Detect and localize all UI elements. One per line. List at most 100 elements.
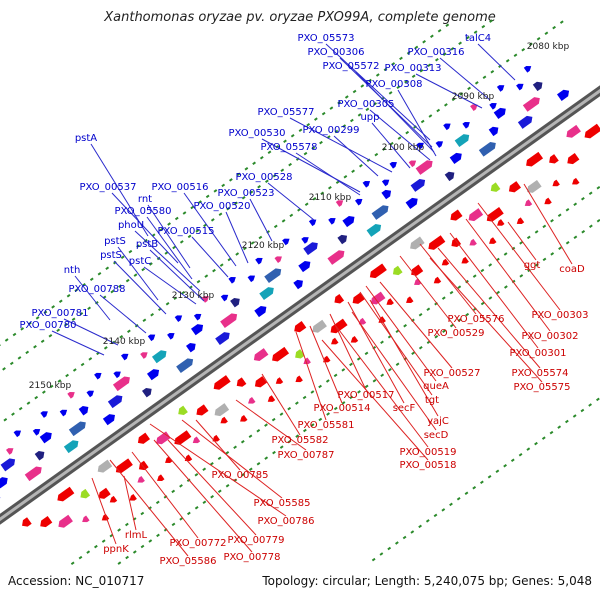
- tick-dot: [504, 285, 508, 289]
- forward-gene: [102, 414, 115, 426]
- forward-gene: [201, 296, 209, 303]
- upper-gene-leader: [111, 192, 179, 264]
- tick-dot: [182, 211, 187, 215]
- forward-gene-shape: [298, 260, 311, 273]
- tick-dot: [273, 224, 278, 229]
- upper-gene-leader: [99, 294, 147, 334]
- tick-dot: [71, 317, 76, 321]
- forward-gene: [493, 107, 506, 120]
- tick-dot: [519, 241, 523, 245]
- reverse-gene: [584, 123, 600, 139]
- forward-gene-shape: [121, 353, 129, 361]
- lower-gene-leader: [369, 299, 439, 417]
- upper-gene-label: PXO_00516: [152, 182, 209, 193]
- tick-dot: [341, 401, 346, 405]
- forward-gene-shape: [462, 122, 470, 129]
- forward-gene: [337, 234, 348, 245]
- reverse-gene-shape: [97, 459, 113, 473]
- forward-gene-shape: [190, 324, 204, 336]
- tick-dot: [244, 167, 249, 171]
- tick-dot: [503, 252, 508, 256]
- tick-dot: [373, 102, 377, 106]
- lower-gene-leader: [261, 373, 301, 436]
- tick-dot: [402, 535, 407, 540]
- forward-gene-shape: [449, 152, 462, 165]
- reverse-gene-shape: [196, 404, 209, 416]
- forward-gene: [176, 358, 194, 373]
- tick-dot: [481, 24, 486, 29]
- tick-dot: [405, 130, 410, 135]
- forward-gene: [355, 198, 363, 206]
- reverse-gene-shape: [178, 405, 188, 416]
- reverse-gene-shape: [109, 495, 118, 503]
- tick-dot: [2, 367, 6, 371]
- forward-gene-shape: [220, 313, 238, 328]
- forward-gene: [190, 324, 204, 336]
- reverse-gene: [544, 197, 552, 205]
- forward-gene: [517, 115, 533, 129]
- tick-dot: [167, 222, 171, 226]
- backbone-layer: [0, 85, 600, 525]
- tick-dot: [404, 80, 408, 84]
- tick-dot: [388, 91, 393, 95]
- reverse-gene-shape: [236, 377, 247, 387]
- lower-gene-leader: [167, 439, 257, 536]
- tick-dot: [89, 277, 94, 282]
- upper-gene-label: PXO_00308: [366, 79, 423, 90]
- tick-dot: [310, 423, 315, 427]
- tick-dot: [337, 100, 341, 105]
- tick-dot: [295, 157, 300, 161]
- lower-gene-leader: [399, 255, 457, 329]
- upper-gene-label: PXO_05572: [323, 61, 380, 72]
- reverse-gene: [406, 296, 414, 304]
- tick-dot: [521, 47, 526, 52]
- lower-gene-label: PXO_00518: [400, 460, 457, 471]
- tick-dot: [526, 235, 531, 240]
- reverse-gene: [516, 217, 525, 225]
- tick-dot: [163, 495, 168, 499]
- reverse-gene-shape: [334, 294, 345, 304]
- upper-gene-label: PXO_00781: [32, 308, 89, 319]
- tick-dot: [474, 81, 479, 85]
- tick-dot: [141, 267, 146, 272]
- reverse-gene-shape: [450, 209, 463, 221]
- lower-gene-leader: [351, 311, 437, 431]
- reverse-gene-shape: [330, 318, 348, 334]
- tick-dot: [333, 406, 338, 411]
- reverse-gene: [552, 179, 560, 187]
- lower-gene-label: PXO_00514: [314, 403, 371, 414]
- reverse-gene-shape: [82, 515, 90, 523]
- reverse-gene-shape: [58, 514, 73, 528]
- lower-gene-label: PXO_00787: [278, 450, 335, 461]
- tick-dot: [9, 361, 14, 366]
- lower-gene-label: PXO_00302: [522, 331, 579, 342]
- lower-gene-label: secF: [393, 403, 416, 414]
- reverse-gene: [411, 264, 424, 276]
- tick-dot: [174, 216, 179, 221]
- tick-dot: [488, 296, 493, 300]
- forward-gene: [215, 332, 230, 346]
- tick-dot: [303, 151, 308, 156]
- forward-gene: [0, 477, 8, 489]
- forward-gene-shape: [94, 372, 102, 380]
- tick-dot: [467, 86, 471, 91]
- lower-gene-label: PXO_00301: [510, 348, 567, 359]
- forward-gene-shape: [220, 294, 229, 302]
- reverse-gene: [138, 460, 149, 471]
- tick-dot: [534, 263, 539, 267]
- tick-dot: [250, 241, 255, 245]
- forward-gene-shape: [371, 205, 389, 220]
- tick-dot: [350, 118, 354, 123]
- lower-gene-label: secD: [424, 430, 449, 441]
- forward-gene: [34, 451, 45, 461]
- tick-dot: [349, 395, 354, 400]
- tick-dot: [382, 147, 386, 151]
- lower-gene-label: PXO_00303: [532, 310, 589, 321]
- lower-gene-leader: [181, 419, 283, 499]
- forward-gene-shape: [259, 287, 274, 301]
- upper-gene-leader: [183, 192, 237, 267]
- forward-gene: [489, 102, 497, 110]
- tick-dot: [541, 436, 546, 440]
- tick-dot: [314, 117, 318, 121]
